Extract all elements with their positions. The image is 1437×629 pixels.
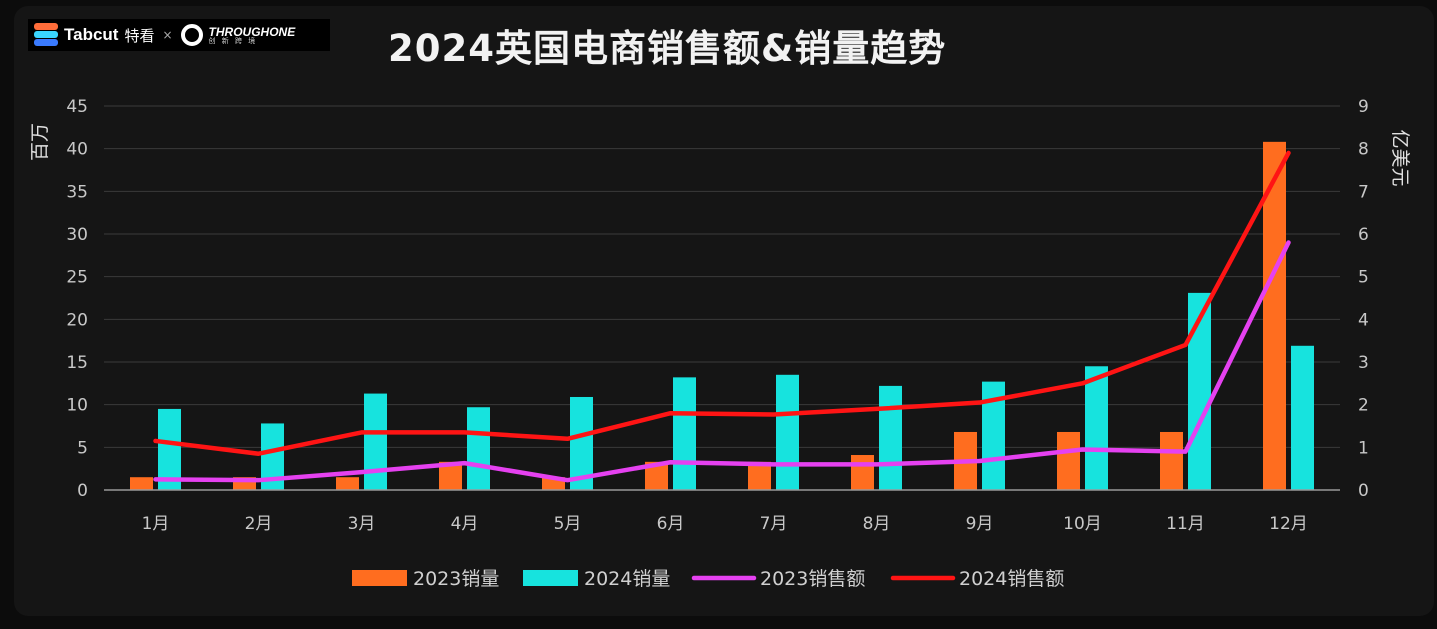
x-tick-label: 5月 (554, 514, 582, 534)
right-tick-label: 0 (1358, 481, 1369, 501)
bar-2024-sales (1291, 345, 1314, 490)
left-tick-label: 35 (66, 182, 88, 202)
right-tick-label: 3 (1358, 353, 1369, 373)
bar-2024-sales (364, 393, 387, 490)
right-tick-label: 8 (1358, 140, 1369, 160)
right-tick-label: 7 (1358, 182, 1369, 202)
left-tick-label: 25 (66, 268, 88, 288)
bar-2024-sales (776, 374, 799, 490)
bar-2024-sales (467, 407, 490, 490)
x-tick-label: 8月 (863, 514, 891, 534)
bar-2023-sales (645, 461, 668, 490)
legend-label: 2024销售额 (959, 568, 1064, 590)
right-tick-label: 4 (1358, 310, 1369, 330)
left-tick-label: 20 (66, 310, 88, 330)
bar-2023-sales (336, 477, 359, 490)
x-tick-label: 12月 (1269, 514, 1308, 534)
logo-brand: Tabcut (64, 25, 119, 44)
chart-title: 2024英国电商销售额&销量趋势 (388, 27, 947, 70)
logo-banner: Tabcut 特看 × THROUGHONE 创 新 跨 境 (28, 19, 330, 51)
legend-label: 2023销售额 (760, 568, 865, 590)
right-axis-label: 亿美元 (1389, 129, 1411, 186)
line-layer (153, 150, 1291, 483)
bar-2023-sales (439, 461, 462, 490)
bar-2024-sales (158, 408, 181, 490)
bar-2023-sales (1263, 141, 1286, 490)
bar-layer (130, 141, 1314, 490)
bar-2024-sales (982, 381, 1005, 490)
right-tick-label: 9 (1358, 97, 1369, 117)
left-tick-label: 15 (66, 353, 88, 373)
bar-2024-sales (673, 377, 696, 490)
x-tick-label: 11月 (1166, 514, 1205, 534)
line-2024-revenue (153, 150, 1291, 456)
x-tick-label: 10月 (1063, 514, 1102, 534)
logo-partner: THROUGHONE (208, 24, 296, 39)
bar-2023-sales (1057, 431, 1080, 490)
legend-swatch (352, 570, 407, 586)
legend-label: 2024销量 (584, 568, 670, 590)
bar-2024-sales (1085, 366, 1108, 490)
bar-2023-sales (1160, 431, 1183, 490)
legend-swatch (523, 570, 578, 586)
left-tick-label: 40 (66, 140, 88, 160)
logo-partner-cn: 创 新 跨 境 (208, 36, 258, 45)
bar-2024-sales (879, 385, 902, 490)
bar-2023-sales (748, 461, 771, 490)
logo-separator: × (162, 28, 173, 42)
x-tick-label: 6月 (657, 514, 685, 534)
right-tick-label: 6 (1358, 225, 1369, 245)
bar-2024-sales (1188, 292, 1211, 490)
x-tick-label: 1月 (142, 514, 170, 534)
grid-layer (104, 105, 1340, 448)
left-tick-label: 0 (77, 481, 88, 501)
bar-2024-sales (570, 396, 593, 490)
legend-layer: 2023销量 2024销量 2023销售额 2024销售额 (352, 568, 1064, 590)
x-tick-label: 4月 (451, 514, 479, 534)
bar-2024-sales (261, 423, 284, 490)
throughone-logo-icon (180, 24, 203, 46)
x-tick-label: 2月 (245, 514, 273, 534)
bar-2023-sales (851, 455, 874, 490)
x-tick-label: 9月 (966, 514, 994, 534)
left-tick-label: 30 (66, 225, 88, 245)
legend-label: 2023销量 (413, 568, 499, 590)
x-tick-label: 7月 (760, 514, 788, 534)
bar-2023-sales (130, 477, 153, 490)
left-tick-label: 10 (66, 396, 88, 416)
right-tick-label: 5 (1358, 268, 1369, 288)
x-tick-label: 3月 (348, 514, 376, 534)
right-tick-label: 1 (1358, 438, 1369, 458)
left-axis-label: 百万 (29, 123, 51, 161)
tabcut-logo-icon (34, 23, 58, 47)
left-tick-label: 45 (66, 97, 88, 117)
logo-brand-cn: 特看 (124, 26, 155, 45)
line-2023-revenue (153, 240, 1291, 483)
left-tick-label: 5 (77, 438, 88, 458)
right-tick-label: 2 (1358, 396, 1369, 416)
